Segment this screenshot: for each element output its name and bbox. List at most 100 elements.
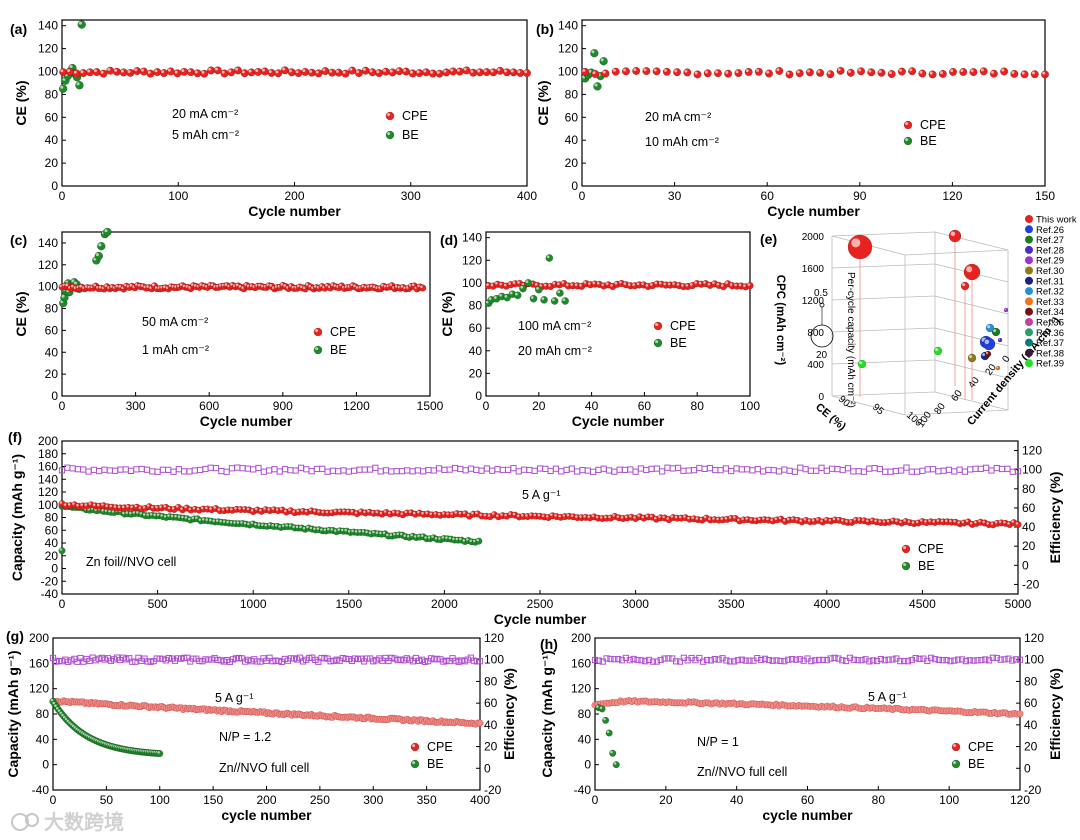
efficiency-point [988,467,995,474]
cpe-point [805,68,814,77]
x-tick-label: 0 [59,399,66,413]
y-tick-label: 200 [38,434,58,448]
cpe-point-highlight [525,514,528,517]
cpe-point-highlight [695,517,699,520]
y-tick-label: 140 [38,236,58,250]
annotation: Zn//NVO full cell [219,761,309,775]
cpe-point [166,67,175,76]
cpe-point [368,68,377,77]
cpe-point [207,66,216,75]
cpe-point-highlight [990,522,994,525]
cpe-point [348,66,357,75]
efficiency-point [372,464,379,471]
cpe-point-highlight [238,284,242,288]
y2-tick-label: 80 [1022,482,1036,496]
cpe-point-highlight [490,283,494,287]
cpe-point-highlight [1032,71,1035,75]
be-point-highlight [281,524,285,527]
cpe-point-highlight [674,69,678,73]
legend-marker-be [410,759,420,769]
x-tick-label: 60 [638,399,652,413]
cpe-point-highlight [504,69,507,73]
cpe-point-highlight [1015,522,1019,525]
cpe-point-highlight [260,284,264,288]
cpe-point [153,68,162,77]
bubble-point [982,337,996,351]
y-tick-label: 40 [45,133,59,147]
be-point-highlight [292,525,295,529]
cpe-point-highlight [508,282,511,285]
be-point-highlight [271,524,274,527]
cpe-point-highlight [980,68,984,72]
be-point-highlight [250,521,254,525]
x-tick-label: 0 [592,793,599,807]
efficiency-point [632,468,639,475]
efficiency-point [669,465,676,472]
efficiency-point [931,656,939,663]
y-axis-label: Capacity (mAh g⁻¹) [5,650,21,777]
cpe-point-highlight [845,520,848,523]
y-tick-label: 60 [45,323,59,337]
y2-tick-label: -20 [1024,783,1042,797]
cpe-point-highlight [93,283,96,287]
panel-f: 0 500 1000 1500 2000 2500 3000 3500 4000 4500 5000… [8,429,1063,627]
efficiency-point [515,468,522,475]
cpe-point-highlight [533,513,536,517]
efficiency-point [850,656,857,663]
cpe-point-highlight [362,67,366,71]
cpe-point-highlight [411,283,415,287]
cpe-point [112,67,121,76]
cpe-point-highlight [462,511,466,514]
efficiency-point [659,468,666,475]
cpe-point-highlight [725,281,728,284]
cpe-point-highlight [919,519,923,522]
cpe-point [301,67,310,76]
cpe-point-highlight [725,70,729,74]
cube-grid [831,359,936,365]
efficiency-point [728,467,735,475]
efficiency-point [531,467,538,474]
z-tick-label: 0 [818,392,824,403]
cpe-point-highlight [753,518,757,521]
cpe-point-highlight [795,517,798,521]
cpe-point-highlight [703,281,706,284]
cpe-point-highlight [650,283,653,286]
cpe-point-highlight [167,68,171,72]
bubble-point [948,229,962,243]
cpe-point-highlight [408,510,412,513]
be-point-highlight [181,515,184,519]
cpe-point [652,67,661,76]
bubble-point [984,350,992,358]
efficiency-point [983,464,990,471]
cpe-point-highlight [678,515,682,519]
efficiency-point [676,658,684,665]
be-point-highlight [368,531,372,535]
be-point-highlight [278,525,281,528]
cpe-point [388,68,397,77]
cpe-point-highlight [986,522,990,525]
cpe-point-highlight [392,510,395,514]
cpe-point-highlight [104,284,108,287]
cpe-point [455,67,464,76]
be-point-highlight [606,730,610,734]
be-point-highlight [129,511,132,515]
cpe-point-highlight [841,519,844,522]
be-point [156,750,164,758]
cpe-point-highlight [412,511,416,515]
be-point-highlight [163,514,167,518]
cpe-point-highlight [524,70,528,74]
y-tick-label: 40 [36,732,50,746]
bubble-point-highlight [993,329,997,333]
cpe-point-highlight [288,69,292,73]
cpe-point-highlight [670,515,674,518]
y2-tick-label: 60 [1024,696,1038,710]
x-tick-label: 60 [761,189,775,203]
cpe-point-highlight [605,282,609,285]
cpe-point-highlight [450,512,453,515]
x-axis-label: Cycle number [572,413,665,429]
legend-marker-be [385,130,395,140]
y-tick-label: -20 [41,574,59,588]
y-tick-label: 160 [38,460,58,474]
x-axis-label: cycle number [221,807,312,823]
cpe-point-highlight [207,283,211,286]
